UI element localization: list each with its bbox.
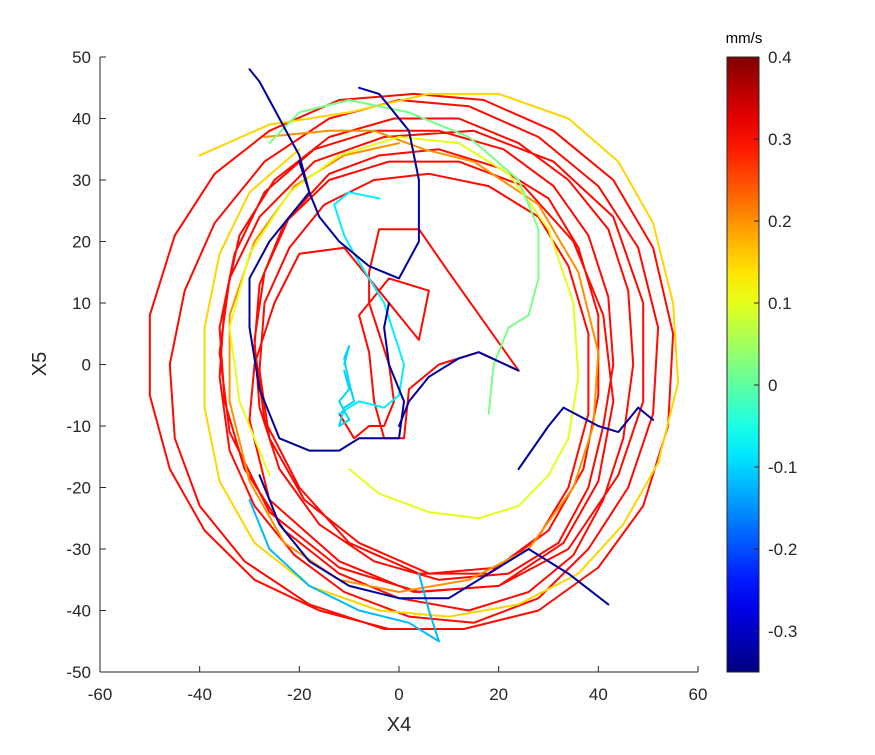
y-tick-label: 20 xyxy=(72,233,91,252)
trajectory-line-4 xyxy=(228,136,580,520)
colorbar-tick-label: 0 xyxy=(768,376,777,395)
axes: -60 -40 -20 0 20 40 60 50 40 30 20 10 0 -10 -20 -30 -40 -… xyxy=(66,48,707,704)
x-tick-label: -40 xyxy=(187,685,212,704)
plot-lines xyxy=(148,68,680,643)
colorbar-tick-label: 0.2 xyxy=(768,212,792,231)
colorbar-tick-label: -0.3 xyxy=(768,622,797,641)
y-tick-label: 50 xyxy=(72,48,91,67)
colorbar-tick-label: -0.2 xyxy=(768,540,797,559)
colorbar-unit-label: mm/s xyxy=(726,30,763,47)
colorbar-tick-label: 0.4 xyxy=(768,48,792,67)
trajectory-line-11 xyxy=(398,351,520,427)
trajectory-line-1 xyxy=(148,92,675,630)
y-tick-label: -50 xyxy=(66,663,91,682)
colorbar-tick-label: -0.1 xyxy=(768,458,797,477)
y-tick-label: -30 xyxy=(66,540,91,559)
y-tick-label: 0 xyxy=(82,356,91,375)
y-tick-label: 30 xyxy=(72,171,91,190)
y-tick-label: -10 xyxy=(66,417,91,436)
trajectory-line-5 xyxy=(268,99,540,415)
x-tick-label: 0 xyxy=(394,685,403,704)
x-tick-label: 20 xyxy=(489,685,508,704)
trajectory-line-7 xyxy=(338,345,356,427)
trajectory-line-9 xyxy=(248,68,420,280)
trajectory-line-8 xyxy=(248,498,440,643)
y-axis-title: X5 xyxy=(29,352,51,376)
trajectory-line-12 xyxy=(517,406,655,470)
y-tick-label: -40 xyxy=(66,602,91,621)
trajectory-line-13 xyxy=(258,474,610,606)
x-tick-label: 40 xyxy=(589,685,608,704)
trajectory-line-10 xyxy=(248,160,405,452)
x-tick-label: -60 xyxy=(88,685,113,704)
x-tick-label: -20 xyxy=(287,685,312,704)
colorbar-gradient xyxy=(726,56,760,673)
y-tick-label: -20 xyxy=(66,479,91,498)
colorbar-tick-label: 0.3 xyxy=(768,130,792,149)
colorbar-tick-label: 0.1 xyxy=(768,294,792,313)
y-tick-label: 10 xyxy=(72,294,91,313)
x-tick-label: 60 xyxy=(689,685,708,704)
trajectory-line-6 xyxy=(333,191,405,415)
y-tick-label: 40 xyxy=(72,110,91,129)
colorbar: 0.4 0.3 0.2 0.1 0 -0.1 -0.2 -0.3 xyxy=(726,48,797,673)
trajectory-line-3 xyxy=(198,92,680,618)
x-axis-title: X4 xyxy=(387,714,411,736)
